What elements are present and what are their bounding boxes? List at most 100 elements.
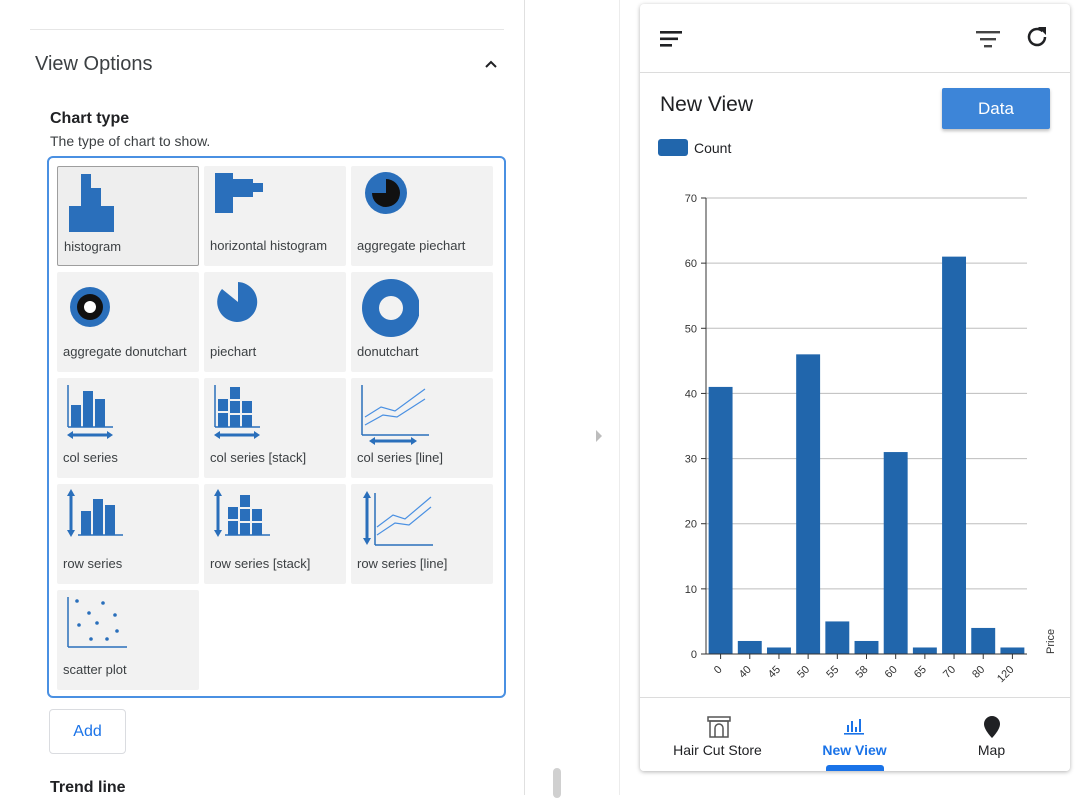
nav-label: Map [977, 742, 1006, 758]
y-tick-label: 20 [685, 519, 697, 531]
col-series-icon [67, 385, 113, 439]
bar [883, 452, 908, 654]
bar [766, 647, 791, 654]
active-tab-indicator [826, 765, 884, 771]
nav-hair-cut-store[interactable]: Hair Cut Store [646, 698, 789, 771]
y-tick-label: 10 [685, 584, 697, 596]
tile-label: aggregate donutchart [63, 344, 187, 359]
menu-icon[interactable] [660, 31, 682, 47]
chevron-up-icon[interactable] [477, 50, 505, 78]
tile-piechart[interactable]: piechart [204, 272, 346, 372]
bar [825, 621, 850, 654]
tile-label: row series [line] [357, 556, 448, 571]
chart-type-label: Chart type [50, 110, 130, 127]
tile-aggregate-donutchart[interactable]: aggregate donutchart [57, 272, 199, 372]
col-series-line-icon [361, 385, 429, 445]
tile-label: histogram [64, 239, 122, 254]
bar [854, 640, 879, 654]
bar [708, 386, 733, 654]
tile-label: donutchart [357, 344, 419, 359]
divider [30, 29, 504, 30]
tile-histogram[interactable]: histogram [57, 166, 199, 266]
add-button[interactable]: Add [49, 709, 126, 754]
x-tick-label: 40 [737, 664, 754, 681]
filter-icon[interactable] [976, 30, 1000, 48]
x-tick-label: 65 [912, 664, 929, 681]
horizontal-histogram-icon [215, 173, 263, 213]
tile-scatter-plot[interactable]: scatter plot [57, 590, 199, 690]
x-tick-label: 120 [995, 664, 1016, 685]
tile-col-series-stack[interactable]: col series [stack] [204, 378, 346, 478]
nav-label: New View [822, 742, 887, 758]
nav-map[interactable]: Map [920, 698, 1063, 771]
x-tick-label: 80 [970, 664, 987, 681]
scatter-plot-icon [67, 597, 127, 648]
tile-label: col series [stack] [210, 450, 307, 465]
view-options-title: View Options [35, 52, 153, 75]
x-tick-label: 58 [853, 664, 870, 681]
tile-col-series[interactable]: col series [57, 378, 199, 478]
y-tick-label: 70 [685, 193, 697, 205]
legend-label: Count [694, 139, 732, 156]
y-tick-label: 60 [685, 258, 697, 270]
tile-row-series[interactable]: row series [57, 484, 199, 584]
bar [971, 627, 996, 654]
bar [942, 256, 967, 654]
store-icon [707, 716, 731, 738]
row-series-line-icon [363, 491, 433, 546]
tile-label: col series [63, 450, 118, 465]
x-tick-label: 70 [941, 664, 958, 681]
tile-label: row series [63, 556, 123, 571]
scrollbar-thumb[interactable] [553, 768, 561, 798]
chart-legend: Count [658, 139, 731, 156]
chart-type-help: The type of chart to show. [50, 133, 211, 149]
row-series-icon [67, 489, 123, 537]
x-tick-label: 60 [883, 664, 900, 681]
tile-label: scatter plot [63, 662, 127, 677]
histogram-icon [69, 174, 114, 232]
aggregate-piechart-icon [365, 172, 407, 214]
nav-new-view[interactable]: New View [783, 698, 926, 771]
piechart-icon [217, 282, 258, 322]
phone-preview: New View Data Count 0 10 20 30 40 50 60 70 0 40 45… [640, 4, 1070, 771]
data-button[interactable]: Data [942, 88, 1050, 129]
map-pin-icon [984, 716, 1000, 738]
refresh-icon[interactable] [1024, 24, 1050, 50]
tile-row-series-line[interactable]: row series [line] [351, 484, 493, 584]
tile-label: aggregate piechart [357, 238, 466, 253]
donutchart-icon [362, 279, 419, 337]
tile-label: col series [line] [357, 450, 443, 465]
tile-label: row series [stack] [210, 556, 311, 571]
expand-arrow-icon[interactable] [594, 428, 604, 444]
aggregate-donutchart-icon [70, 287, 110, 327]
divider [619, 0, 620, 795]
bottom-navigation: Hair Cut Store New View Map [640, 697, 1070, 771]
x-tick-label: 45 [766, 664, 783, 681]
bar [796, 354, 821, 654]
trend-line-label: Trend line [50, 779, 126, 796]
tile-row-series-stack[interactable]: row series [stack] [204, 484, 346, 584]
view-options-panel: View Options Chart type The type of char… [0, 0, 525, 796]
tile-aggregate-piechart[interactable]: aggregate piechart [351, 166, 493, 266]
bar-chart: 0 10 20 30 40 50 60 70 0 40 45 50 55 58 60 65 70 80 120 Pri… [685, 193, 1057, 685]
tile-donutchart[interactable]: donutchart [351, 272, 493, 372]
view-options-header[interactable]: View Options [35, 50, 505, 78]
x-tick-label: 50 [795, 664, 812, 681]
bar [737, 640, 762, 654]
view-title: New View [660, 93, 753, 116]
nav-label: Hair Cut Store [673, 742, 762, 758]
bar [1000, 647, 1025, 654]
tile-label: horizontal histogram [210, 238, 328, 253]
tile-horizontal-histogram[interactable]: horizontal histogram [204, 166, 346, 266]
col-series-stack-icon [214, 385, 260, 439]
y-tick-label: 30 [685, 454, 697, 466]
legend-swatch [658, 139, 688, 156]
phone-toolbar [640, 4, 1070, 73]
x-axis-label: Price [1045, 629, 1057, 654]
chart-icon [844, 719, 864, 735]
y-tick-label: 0 [691, 649, 697, 661]
y-tick-label: 40 [685, 388, 697, 400]
tile-col-series-line[interactable]: col series [line] [351, 378, 493, 478]
x-tick-label: 0 [712, 664, 725, 677]
tile-label: piechart [210, 344, 257, 359]
